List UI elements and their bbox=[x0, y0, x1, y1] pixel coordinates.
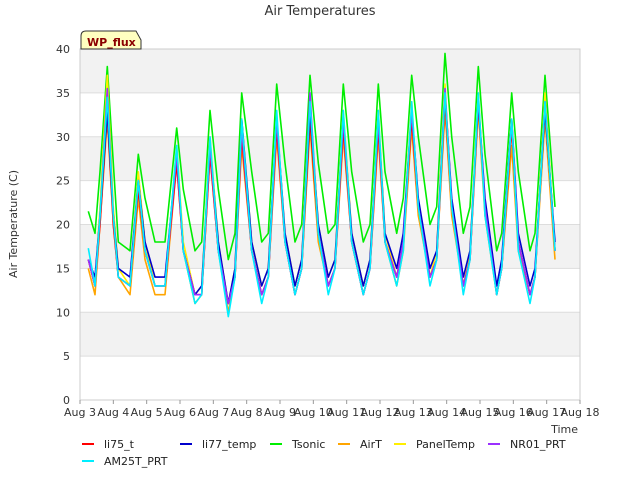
legend-item: AirT bbox=[338, 438, 382, 451]
plot-frame bbox=[79, 48, 581, 401]
series-line-tsonic bbox=[87, 52, 556, 261]
x-tick-label: Aug 7 bbox=[197, 406, 229, 419]
series-line-am25t-prt bbox=[87, 92, 556, 318]
site-badge-box bbox=[80, 30, 142, 50]
site-badge-label: WP_flux bbox=[87, 36, 136, 49]
legend-item: NR01_PRT bbox=[488, 438, 566, 451]
y-tick-label: 0 bbox=[63, 394, 70, 407]
y-tick-label: 20 bbox=[56, 219, 70, 232]
legend-label: AirT bbox=[360, 438, 382, 451]
plot-band bbox=[80, 49, 580, 93]
legend-label: NR01_PRT bbox=[510, 438, 566, 451]
chart-title: Air Temperatures bbox=[264, 4, 375, 19]
y-tick-label: 15 bbox=[56, 262, 70, 275]
x-tick-label: Aug 5 bbox=[131, 406, 163, 419]
x-tick-label: Aug 11 bbox=[327, 406, 366, 419]
legend-label: li77_temp bbox=[202, 438, 256, 451]
x-tick-label: Aug 8 bbox=[231, 406, 263, 419]
legend-item: Tsonic bbox=[270, 438, 325, 451]
y-tick-label: 40 bbox=[56, 43, 70, 56]
legend-item: li77_temp bbox=[180, 438, 256, 451]
y-axis-label: Air Temperature (C) bbox=[7, 170, 20, 278]
plot-band bbox=[80, 136, 580, 181]
plot-band bbox=[80, 92, 580, 137]
legend: li75_t li77_temp Tsonic AirT PanelTemp NR01_P… bbox=[82, 438, 566, 468]
x-tick-label: Aug 17 bbox=[527, 406, 566, 419]
y-tick-label: 30 bbox=[56, 131, 70, 144]
y-tick-label: 10 bbox=[56, 306, 70, 319]
legend-label: AM25T_PRT bbox=[104, 455, 168, 468]
plot-band bbox=[80, 180, 580, 225]
legend-item: AM25T_PRT bbox=[82, 455, 168, 468]
plot-band bbox=[80, 356, 580, 400]
y-axis-ticks: 0 5 10 15 20 25 30 35 40 bbox=[56, 43, 70, 407]
x-axis-label: Time bbox=[550, 423, 578, 436]
x-tick-label: Aug 9 bbox=[264, 406, 296, 419]
y-tick-label: 35 bbox=[56, 87, 70, 100]
x-tick-label: Aug 12 bbox=[361, 406, 400, 419]
x-tick-label: Aug 13 bbox=[394, 406, 433, 419]
plot-band bbox=[80, 312, 580, 357]
legend-label: li75_t bbox=[104, 438, 135, 451]
x-tick-label: Aug 14 bbox=[427, 406, 466, 419]
legend-item: PanelTemp bbox=[394, 438, 475, 451]
site-badge: WP_flux bbox=[80, 30, 142, 50]
legend-label: Tsonic bbox=[291, 438, 325, 451]
x-tick-label: Aug 3 bbox=[64, 406, 96, 419]
legend-label: PanelTemp bbox=[416, 438, 475, 451]
y-tick-label: 25 bbox=[56, 175, 70, 188]
x-tick-label: Aug 10 bbox=[294, 406, 333, 419]
legend-item: li75_t bbox=[82, 438, 135, 451]
x-tick-label: Aug 4 bbox=[97, 406, 129, 419]
y-tick-label: 5 bbox=[63, 350, 70, 363]
x-tick-label: Aug 6 bbox=[164, 406, 196, 419]
x-tick-label: Aug 16 bbox=[494, 406, 533, 419]
series-layer bbox=[87, 52, 556, 318]
x-tick-label: Aug 15 bbox=[461, 406, 500, 419]
x-tick-label: Aug 18 bbox=[561, 406, 600, 419]
